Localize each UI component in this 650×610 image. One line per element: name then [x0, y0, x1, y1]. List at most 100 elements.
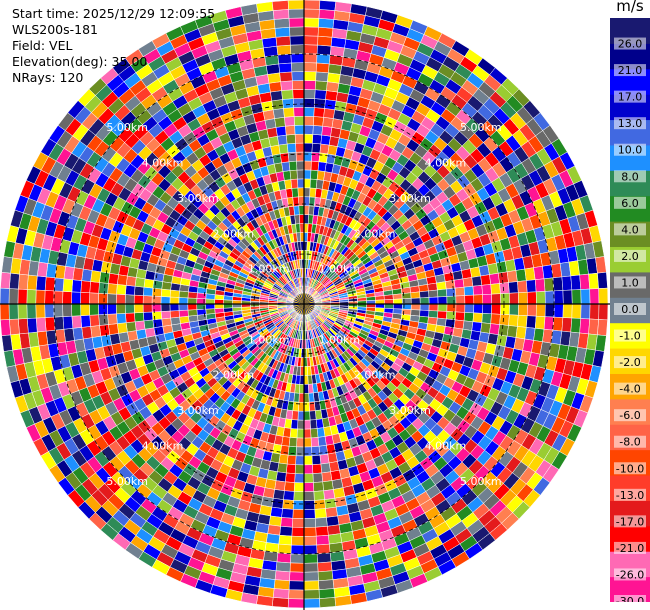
- ppi-gate: [303, 482, 315, 493]
- ppi-gate: [506, 325, 518, 338]
- ppi-gate: [499, 282, 510, 294]
- ppi-gate: [99, 324, 110, 337]
- ppi-gate: [277, 462, 288, 474]
- range-ring-label: 1.00km: [319, 333, 361, 346]
- range-ring-label: 1.00km: [319, 263, 361, 276]
- range-ring-label: 2.00km: [213, 227, 255, 240]
- ppi-gate: [455, 303, 466, 313]
- range-ring-label: 4.00km: [142, 157, 184, 170]
- ppi-gate: [44, 303, 55, 318]
- ppi-gate: [553, 290, 564, 305]
- colorbar-tick-bg: [614, 170, 646, 183]
- ppi-gate: [81, 326, 93, 340]
- ppi-gate: [26, 289, 37, 305]
- ppi-gate: [409, 285, 420, 294]
- ppi-gate: [454, 311, 465, 322]
- ppi-gate: [288, 589, 305, 600]
- ppi-gate: [187, 303, 198, 311]
- ppi-gate: [160, 288, 171, 298]
- ppi-gate: [319, 597, 337, 608]
- ppi-gate: [53, 277, 65, 292]
- ppi-gate: [589, 303, 600, 320]
- ppi-gate: [90, 325, 102, 338]
- ppi-gate: [178, 303, 189, 311]
- ppi-gate: [53, 316, 65, 331]
- ppi-gate: [498, 271, 509, 284]
- ppi-gate: [589, 288, 600, 305]
- ppi-gate: [287, 446, 297, 457]
- ppi-gate: [125, 275, 137, 287]
- ppi-gate: [303, 464, 314, 475]
- ppi-gate: [71, 303, 82, 317]
- ppi-gate: [311, 454, 322, 465]
- ppi-gate: [274, 570, 291, 582]
- ppi-gate: [278, 534, 293, 546]
- ppi-gate: [303, 89, 316, 99]
- ppi-gate: [317, 26, 334, 38]
- ppi-gate: [316, 44, 332, 56]
- ppi-gate: [98, 282, 109, 294]
- ppi-gate: [299, 223, 305, 233]
- ppi-gate: [303, 428, 312, 439]
- ppi-gate: [455, 295, 466, 305]
- ppi-gate: [268, 81, 282, 93]
- elevation-text: Elevation(deg): 35.00: [12, 54, 148, 69]
- colorbar-tick-label: -26.0: [616, 568, 644, 581]
- ppi-gate: [499, 314, 510, 326]
- ppi-gate: [295, 151, 305, 162]
- ppi-gate: [292, 509, 305, 519]
- ppi-gate: [462, 277, 474, 288]
- ppi-gate: [303, 133, 314, 144]
- ppi-gate: [276, 44, 292, 56]
- ppi-gate: [312, 463, 323, 474]
- ppi-gate: [143, 311, 154, 322]
- ppi-gate: [8, 288, 19, 305]
- ppi-gate: [26, 317, 38, 334]
- ppi-gate: [535, 291, 546, 305]
- ppi-gate: [291, 71, 305, 82]
- ppi-gate: [292, 196, 300, 207]
- ppi-gate: [317, 570, 334, 582]
- ppi-gate: [291, 526, 305, 537]
- ppi-gate: [481, 284, 492, 295]
- ppi-gate: [561, 275, 573, 291]
- ppi-gate: [151, 287, 162, 297]
- ppi-gate: [324, 498, 337, 509]
- colorbar-tick-label: -10.0: [616, 462, 644, 475]
- ppi-gate: [552, 316, 564, 332]
- range-ring-label: 4.00km: [142, 439, 184, 452]
- ppi-gate: [509, 303, 519, 316]
- ppi-gate: [303, 71, 317, 82]
- ppi-gate: [296, 160, 305, 171]
- ppi-gate: [303, 151, 313, 162]
- ppi-gate: [298, 205, 305, 215]
- ppi-gate: [580, 288, 591, 305]
- ppi-gate: [508, 314, 519, 327]
- range-ring-label: 3.00km: [177, 404, 219, 417]
- ppi-gate: [275, 125, 287, 137]
- ppi-gate: [298, 393, 305, 403]
- ppi-gate: [303, 169, 312, 180]
- ppi-gate: [303, 44, 318, 55]
- range-ring-labels: 1.00km 1.00km 1.00km 1.00km 2.00km 2.00km 2.00…: [106, 121, 501, 488]
- ppi-gate: [325, 90, 338, 102]
- ppi-gate: [410, 303, 421, 311]
- ppi-gate: [334, 1, 352, 13]
- ppi-gate: [445, 279, 456, 290]
- ppi-gate: [319, 453, 330, 465]
- ppi-gate: [299, 384, 305, 394]
- ppi-gate: [312, 134, 323, 145]
- ppi-gate: [294, 124, 305, 135]
- ppi-gate: [272, 9, 290, 20]
- ppi-gate: [324, 99, 337, 110]
- ppi-gate: [289, 571, 305, 582]
- ppi-gate: [274, 480, 286, 492]
- ppi-gate: [284, 116, 295, 127]
- ppi-gate: [62, 303, 73, 317]
- ppi-gate: [303, 107, 315, 117]
- ppi-gate: [303, 473, 314, 484]
- ppi-gate: [116, 274, 128, 286]
- ppi-gate: [526, 315, 537, 329]
- ppi-gate: [178, 297, 189, 305]
- ppi-gate: [35, 317, 47, 333]
